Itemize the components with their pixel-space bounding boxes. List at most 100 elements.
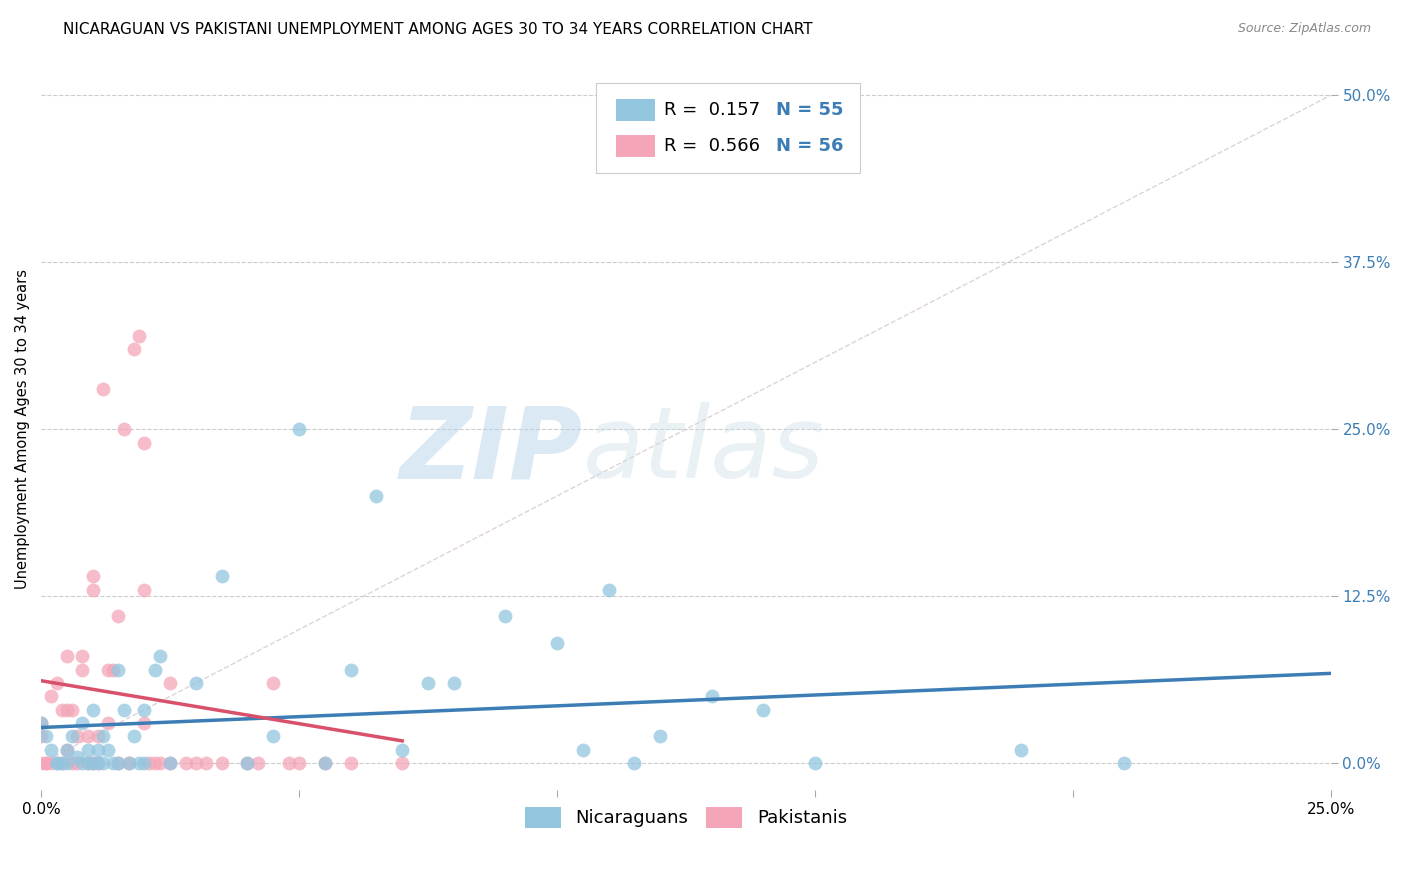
Point (87, 743, 110, 757)
Point (443, 676, 465, 690)
Point (174, 756, 197, 771)
Point (288, 422, 311, 436)
Point (134, 582, 156, 597)
Y-axis label: Unemployment Among Ages 30 to 34 years: Unemployment Among Ages 30 to 34 years (15, 269, 30, 590)
Point (97, 743, 120, 757)
Point (159, 756, 181, 771)
Point (366, 489, 388, 503)
Point (45, 756, 67, 771)
Point (752, 703, 775, 717)
Point (1114, 756, 1136, 771)
Point (66, 749, 89, 764)
Point (391, 743, 413, 757)
Point (72, 663, 94, 677)
Point (107, 756, 129, 771)
Point (143, 663, 166, 677)
Point (211, 569, 233, 583)
Point (91, 756, 114, 771)
Point (195, 756, 218, 771)
Point (35, 756, 58, 771)
Point (91, 382, 114, 396)
Point (87, 730, 110, 744)
Point (41, 690, 63, 704)
Point (112, 422, 135, 436)
Point (134, 703, 156, 717)
Point (60, 730, 83, 744)
Point (87, 756, 110, 771)
Point (391, 756, 413, 771)
Point (314, 756, 336, 771)
Point (288, 756, 311, 771)
Point (66, 730, 89, 744)
Point (51, 756, 73, 771)
Text: N = 55: N = 55 (776, 101, 844, 119)
Point (159, 676, 181, 690)
Point (72, 649, 94, 664)
Text: Source: ZipAtlas.com: Source: ZipAtlas.com (1237, 22, 1371, 36)
Point (45, 676, 67, 690)
Point (56, 703, 79, 717)
Point (76, 730, 98, 744)
Point (76, 743, 98, 757)
Point (35, 756, 58, 771)
Point (128, 756, 150, 771)
Point (30, 716, 52, 731)
Point (246, 756, 269, 771)
Point (1010, 743, 1032, 757)
Point (134, 756, 156, 771)
Point (91, 730, 114, 744)
Point (134, 716, 156, 731)
Point (107, 609, 129, 624)
Point (72, 756, 94, 771)
Point (97, 663, 120, 677)
Point (118, 756, 141, 771)
Point (143, 756, 166, 771)
Point (51, 703, 73, 717)
Point (82, 756, 104, 771)
Point (623, 756, 645, 771)
Point (159, 756, 181, 771)
Text: ZIP: ZIP (399, 402, 582, 500)
FancyBboxPatch shape (616, 99, 655, 120)
Point (103, 663, 125, 677)
FancyBboxPatch shape (616, 136, 655, 157)
Point (134, 435, 156, 450)
Point (45, 756, 67, 771)
Point (56, 743, 79, 757)
Point (149, 756, 172, 771)
Legend: Nicaraguans, Pakistanis: Nicaraguans, Pakistanis (517, 800, 855, 835)
Point (118, 756, 141, 771)
Point (416, 676, 439, 690)
Point (82, 569, 104, 583)
Point (571, 743, 593, 757)
Point (60, 756, 83, 771)
Point (262, 730, 284, 744)
Point (107, 756, 129, 771)
Point (82, 703, 104, 717)
Point (122, 730, 145, 744)
Point (314, 756, 336, 771)
Point (138, 756, 160, 771)
Text: R =  0.566: R = 0.566 (664, 137, 761, 155)
Text: atlas: atlas (582, 402, 824, 500)
Point (30, 716, 52, 731)
Point (262, 676, 284, 690)
Point (41, 756, 63, 771)
Point (97, 716, 120, 731)
Point (60, 703, 83, 717)
Point (277, 756, 299, 771)
Point (236, 756, 259, 771)
Point (41, 743, 63, 757)
Point (107, 663, 129, 677)
Point (76, 756, 98, 771)
Point (184, 756, 207, 771)
Point (56, 743, 79, 757)
Point (51, 756, 73, 771)
Point (72, 716, 94, 731)
Point (56, 756, 79, 771)
FancyBboxPatch shape (596, 83, 860, 173)
Point (339, 756, 361, 771)
Point (76, 756, 98, 771)
Point (700, 690, 723, 704)
Point (112, 703, 135, 717)
